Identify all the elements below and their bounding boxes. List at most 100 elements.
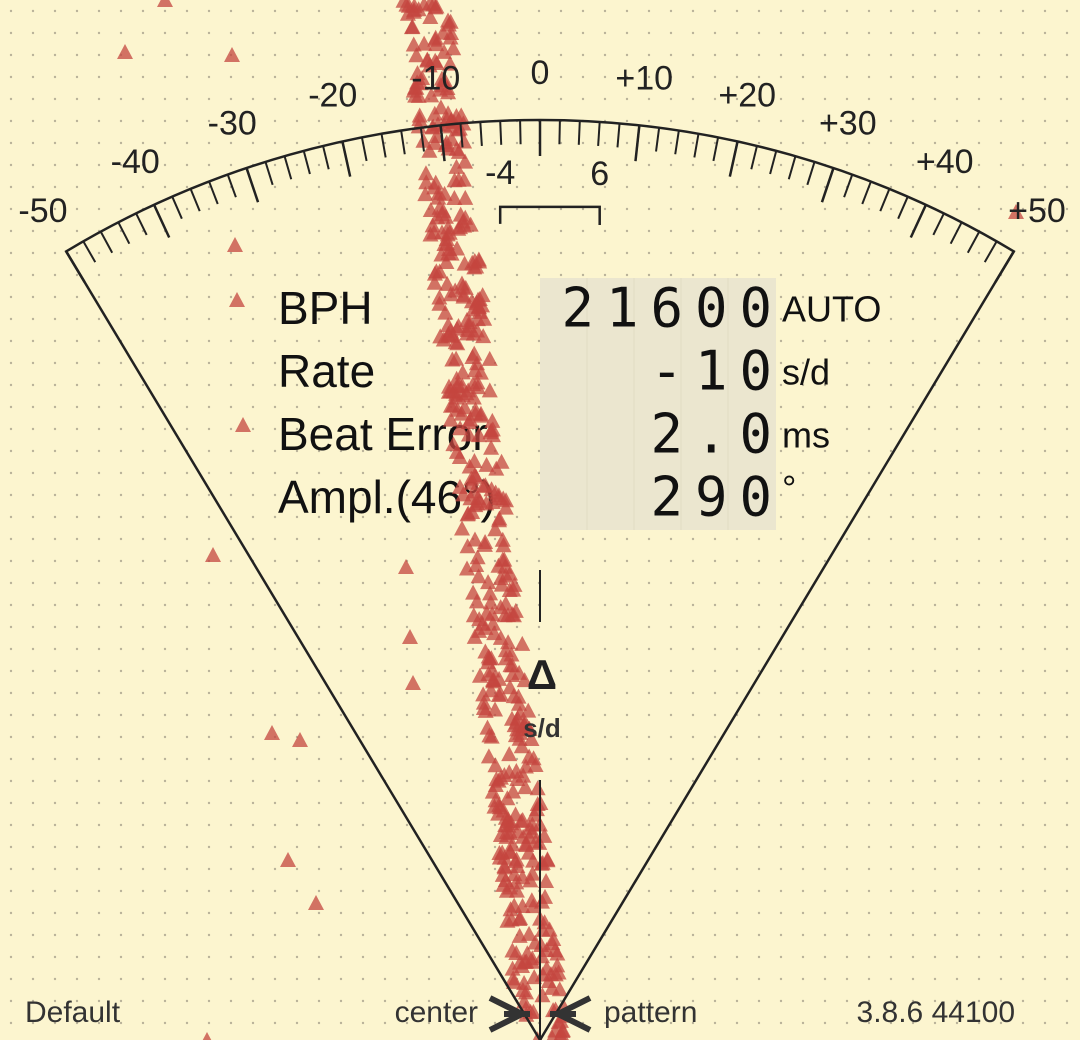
beat-triangle — [436, 43, 453, 59]
dial-minor-tick — [322, 145, 330, 170]
beat-triangle — [439, 275, 456, 291]
beat-triangle — [444, 351, 461, 367]
beat-triangle — [476, 536, 493, 552]
dial-minor-tick — [861, 181, 872, 205]
beat-triangle — [450, 220, 467, 236]
beat-triangle — [520, 702, 537, 718]
bracket-label: 6 — [590, 155, 609, 193]
dial-major-tick — [439, 125, 446, 162]
beat-triangle — [493, 576, 510, 592]
beat-triangle — [517, 758, 534, 774]
beat-triangle — [405, 675, 421, 690]
readout-label: BPH — [278, 282, 373, 334]
beat-triangle — [465, 607, 482, 623]
beat-triangle — [448, 140, 465, 156]
beat-triangle — [534, 948, 551, 964]
dial-minor-tick — [226, 174, 237, 198]
beat-triangle — [510, 688, 527, 704]
beat-triangle — [474, 287, 491, 303]
readout-box — [540, 278, 776, 530]
beat-triangle — [517, 779, 534, 795]
beat-triangle — [534, 921, 551, 937]
marker-unit: s/d — [523, 713, 561, 743]
dial-minor-tick — [966, 231, 981, 254]
beat-triangle — [426, 274, 443, 290]
beat-triangle — [451, 478, 468, 494]
dial-minor-tick — [380, 133, 387, 158]
beat-triangle — [417, 165, 434, 181]
dial-minor-tick — [577, 120, 581, 145]
beat-triangle — [538, 873, 555, 889]
dial-minor-tick — [400, 130, 406, 155]
beat-triangle — [484, 493, 501, 509]
beat-triangle — [518, 837, 535, 853]
beat-triangle — [482, 585, 499, 601]
dial-minor-tick — [769, 150, 778, 175]
beat-triangle — [481, 350, 498, 366]
beat-triangle — [444, 397, 461, 413]
beat-triangle — [468, 557, 485, 573]
beat-triangle — [442, 382, 459, 398]
dial-major-tick — [245, 167, 260, 203]
dial-minor-tick — [932, 212, 945, 236]
beat-triangle — [448, 158, 465, 174]
center-button[interactable]: center — [395, 996, 478, 1029]
dial-label: +20 — [718, 76, 776, 114]
beat-triangle — [487, 757, 504, 773]
beat-triangle — [426, 105, 443, 121]
pattern-button[interactable]: pattern — [604, 996, 697, 1029]
beat-triangle — [467, 401, 484, 417]
beat-triangle — [403, 19, 420, 35]
beat-triangle — [485, 615, 502, 631]
dial-minor-tick — [897, 196, 909, 220]
beat-triangle — [442, 55, 459, 71]
beat-triangle — [428, 36, 445, 52]
beat-triangle — [471, 622, 488, 638]
beat-triangle — [494, 531, 511, 547]
beat-triangle — [504, 836, 521, 852]
beat-triangle — [442, 411, 459, 427]
beat-triangle — [481, 650, 498, 666]
beat-triangle — [484, 662, 501, 678]
beat-triangle — [515, 717, 532, 733]
dial-minor-tick — [616, 123, 621, 148]
dial-minor-tick — [117, 221, 131, 245]
beat-triangle — [487, 521, 504, 537]
beat-triangle — [501, 764, 518, 780]
dial-major-tick — [909, 204, 928, 239]
beat-triangle — [449, 240, 466, 256]
preset-label[interactable]: Default — [25, 996, 121, 1029]
beat-triangle — [457, 153, 474, 169]
beat-triangle — [483, 682, 500, 698]
dial-minor-tick — [983, 240, 998, 263]
dial-minor-tick — [712, 137, 720, 162]
beat-triangle — [468, 593, 485, 609]
beat-triangle — [516, 975, 533, 991]
beat-triangle — [510, 695, 527, 711]
beat-triangle — [475, 694, 492, 710]
dial-major-tick — [65, 250, 86, 283]
beat-triangle — [280, 852, 296, 867]
dial-minor-tick — [479, 121, 483, 146]
beat-triangle — [485, 671, 502, 687]
dial-major-tick — [634, 125, 641, 162]
beat-triangle — [534, 987, 551, 1003]
beat-triangle — [493, 453, 510, 469]
beat-triangle — [513, 738, 530, 754]
beat-triangle — [431, 263, 448, 279]
beat-triangle — [421, 142, 438, 158]
beat-triangle — [470, 568, 487, 584]
beat-triangle — [458, 312, 475, 328]
beat-triangle — [514, 982, 531, 998]
beat-triangle — [442, 286, 459, 302]
dial-minor-tick — [171, 196, 183, 220]
dial-label: 0 — [531, 54, 550, 92]
beat-triangle — [506, 576, 523, 592]
dial-major-tick — [728, 141, 739, 177]
beat-triangle — [416, 35, 433, 51]
dial-major-tick — [994, 250, 1015, 283]
beat-triangle — [471, 667, 488, 683]
readout-unit: AUTO — [782, 289, 881, 330]
beat-triangle — [509, 710, 526, 726]
